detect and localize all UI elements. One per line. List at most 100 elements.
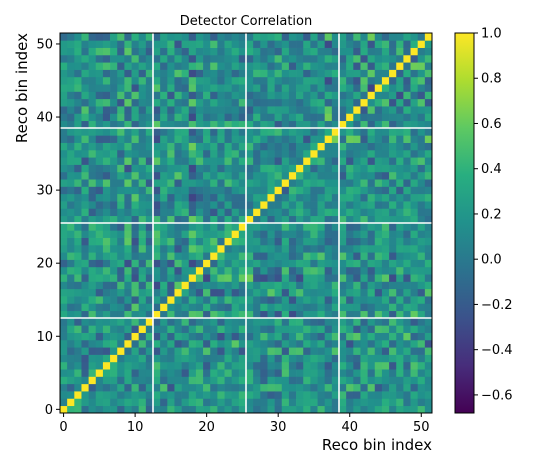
heatmap-cell [367,40,376,48]
heatmap-cell [288,47,297,56]
heatmap-cell [60,361,68,370]
heatmap-cell [324,376,333,385]
heatmap-cell [296,318,304,326]
heatmap-cell [339,266,347,275]
heatmap-cell [267,128,275,136]
heatmap-cell [310,69,318,78]
heatmap-cell [367,266,376,275]
heatmap-cell [381,135,390,143]
heatmap-cell [67,84,75,92]
heatmap-cell [203,193,211,202]
heatmap-cell [181,405,190,414]
heatmap-cell [360,325,368,333]
heatmap-cell [95,135,104,143]
heatmap-cell [360,266,368,275]
heatmap-cell [160,201,168,209]
heatmap-cell [88,69,97,78]
heatmap-cell [117,179,125,187]
heatmap-cell [195,47,204,56]
heatmap-cell [360,215,368,224]
heatmap-cell [303,303,311,312]
heatmap-cell [145,135,154,143]
heatmap-cell [131,369,140,377]
heatmap-cell [389,332,397,341]
heatmap-cell [353,76,361,85]
heatmap-cell [153,120,161,129]
heatmap-cell [88,193,97,202]
heatmap-cell [224,135,233,143]
heatmap-cell [95,164,104,173]
heatmap-cell [296,208,304,217]
heatmap-cell [95,157,104,165]
heatmap-cell [324,179,333,187]
x-axis-label: Reco bin index [322,436,432,454]
heatmap-cell [138,266,147,275]
heatmap-cell [188,318,197,326]
heatmap-cell [381,296,390,304]
heatmap-cell [346,354,354,363]
heatmap-cell [195,201,204,209]
heatmap-cell [267,230,275,238]
heatmap-cell [424,288,433,297]
heatmap-cell [110,215,118,224]
heatmap-cell [296,142,304,151]
heatmap-cell [253,135,261,143]
heatmap-cell [310,259,318,268]
heatmap-cell [424,325,433,333]
heatmap-cell [260,54,268,63]
heatmap-cell [117,325,125,333]
heatmap-cell [324,157,333,165]
heatmap-cell [181,310,190,319]
heatmap-cell [417,128,426,136]
heatmap-cell [296,171,304,180]
heatmap-cell [288,208,297,217]
heatmap-cell [410,259,419,268]
heatmap-cell [117,215,125,224]
heatmap-cell [217,383,225,392]
heatmap-cell [281,91,290,100]
heatmap-cell [167,54,175,63]
heatmap-cell [153,369,161,377]
heatmap-cell [124,332,132,341]
heatmap-cell [403,354,411,363]
heatmap-cell [303,398,311,407]
heatmap-cell [274,33,283,41]
heatmap-cell [153,266,161,275]
heatmap-cell [288,325,297,333]
heatmap-cell [110,244,118,253]
heatmap-cell [74,244,82,253]
heatmap-cell [339,142,347,151]
heatmap-cell [288,398,297,407]
heatmap-cell [210,398,218,407]
heatmap-cell [274,244,283,253]
heatmap-cell [88,84,97,92]
heatmap-cell [102,186,111,195]
heatmap-cell [160,347,168,355]
heatmap-cell [346,186,354,195]
heatmap-cell [339,325,347,333]
heatmap-cell [231,142,240,151]
heatmap-cell [346,47,354,56]
heatmap-cell [131,383,140,392]
heatmap-cell [360,157,368,165]
heatmap-cell [339,62,347,70]
heatmap-cell [339,47,347,56]
heatmap-cell [331,223,340,231]
heatmap-cell [396,405,404,414]
heatmap-cell [288,361,297,370]
heatmap-cell [417,281,426,290]
heatmap-cell [67,193,75,202]
heatmap-cell [174,288,182,297]
heatmap-cell [389,142,397,151]
heatmap-cell [124,179,132,187]
heatmap-cell [131,281,140,290]
heatmap-cell [174,91,182,100]
heatmap-cell [224,296,233,304]
heatmap-cell [231,354,240,363]
heatmap-cell [424,230,433,238]
heatmap-cell [339,354,347,363]
heatmap-cell [296,120,304,129]
heatmap-cell [217,230,225,238]
heatmap-cell [188,281,197,290]
heatmap-cell [88,223,97,231]
